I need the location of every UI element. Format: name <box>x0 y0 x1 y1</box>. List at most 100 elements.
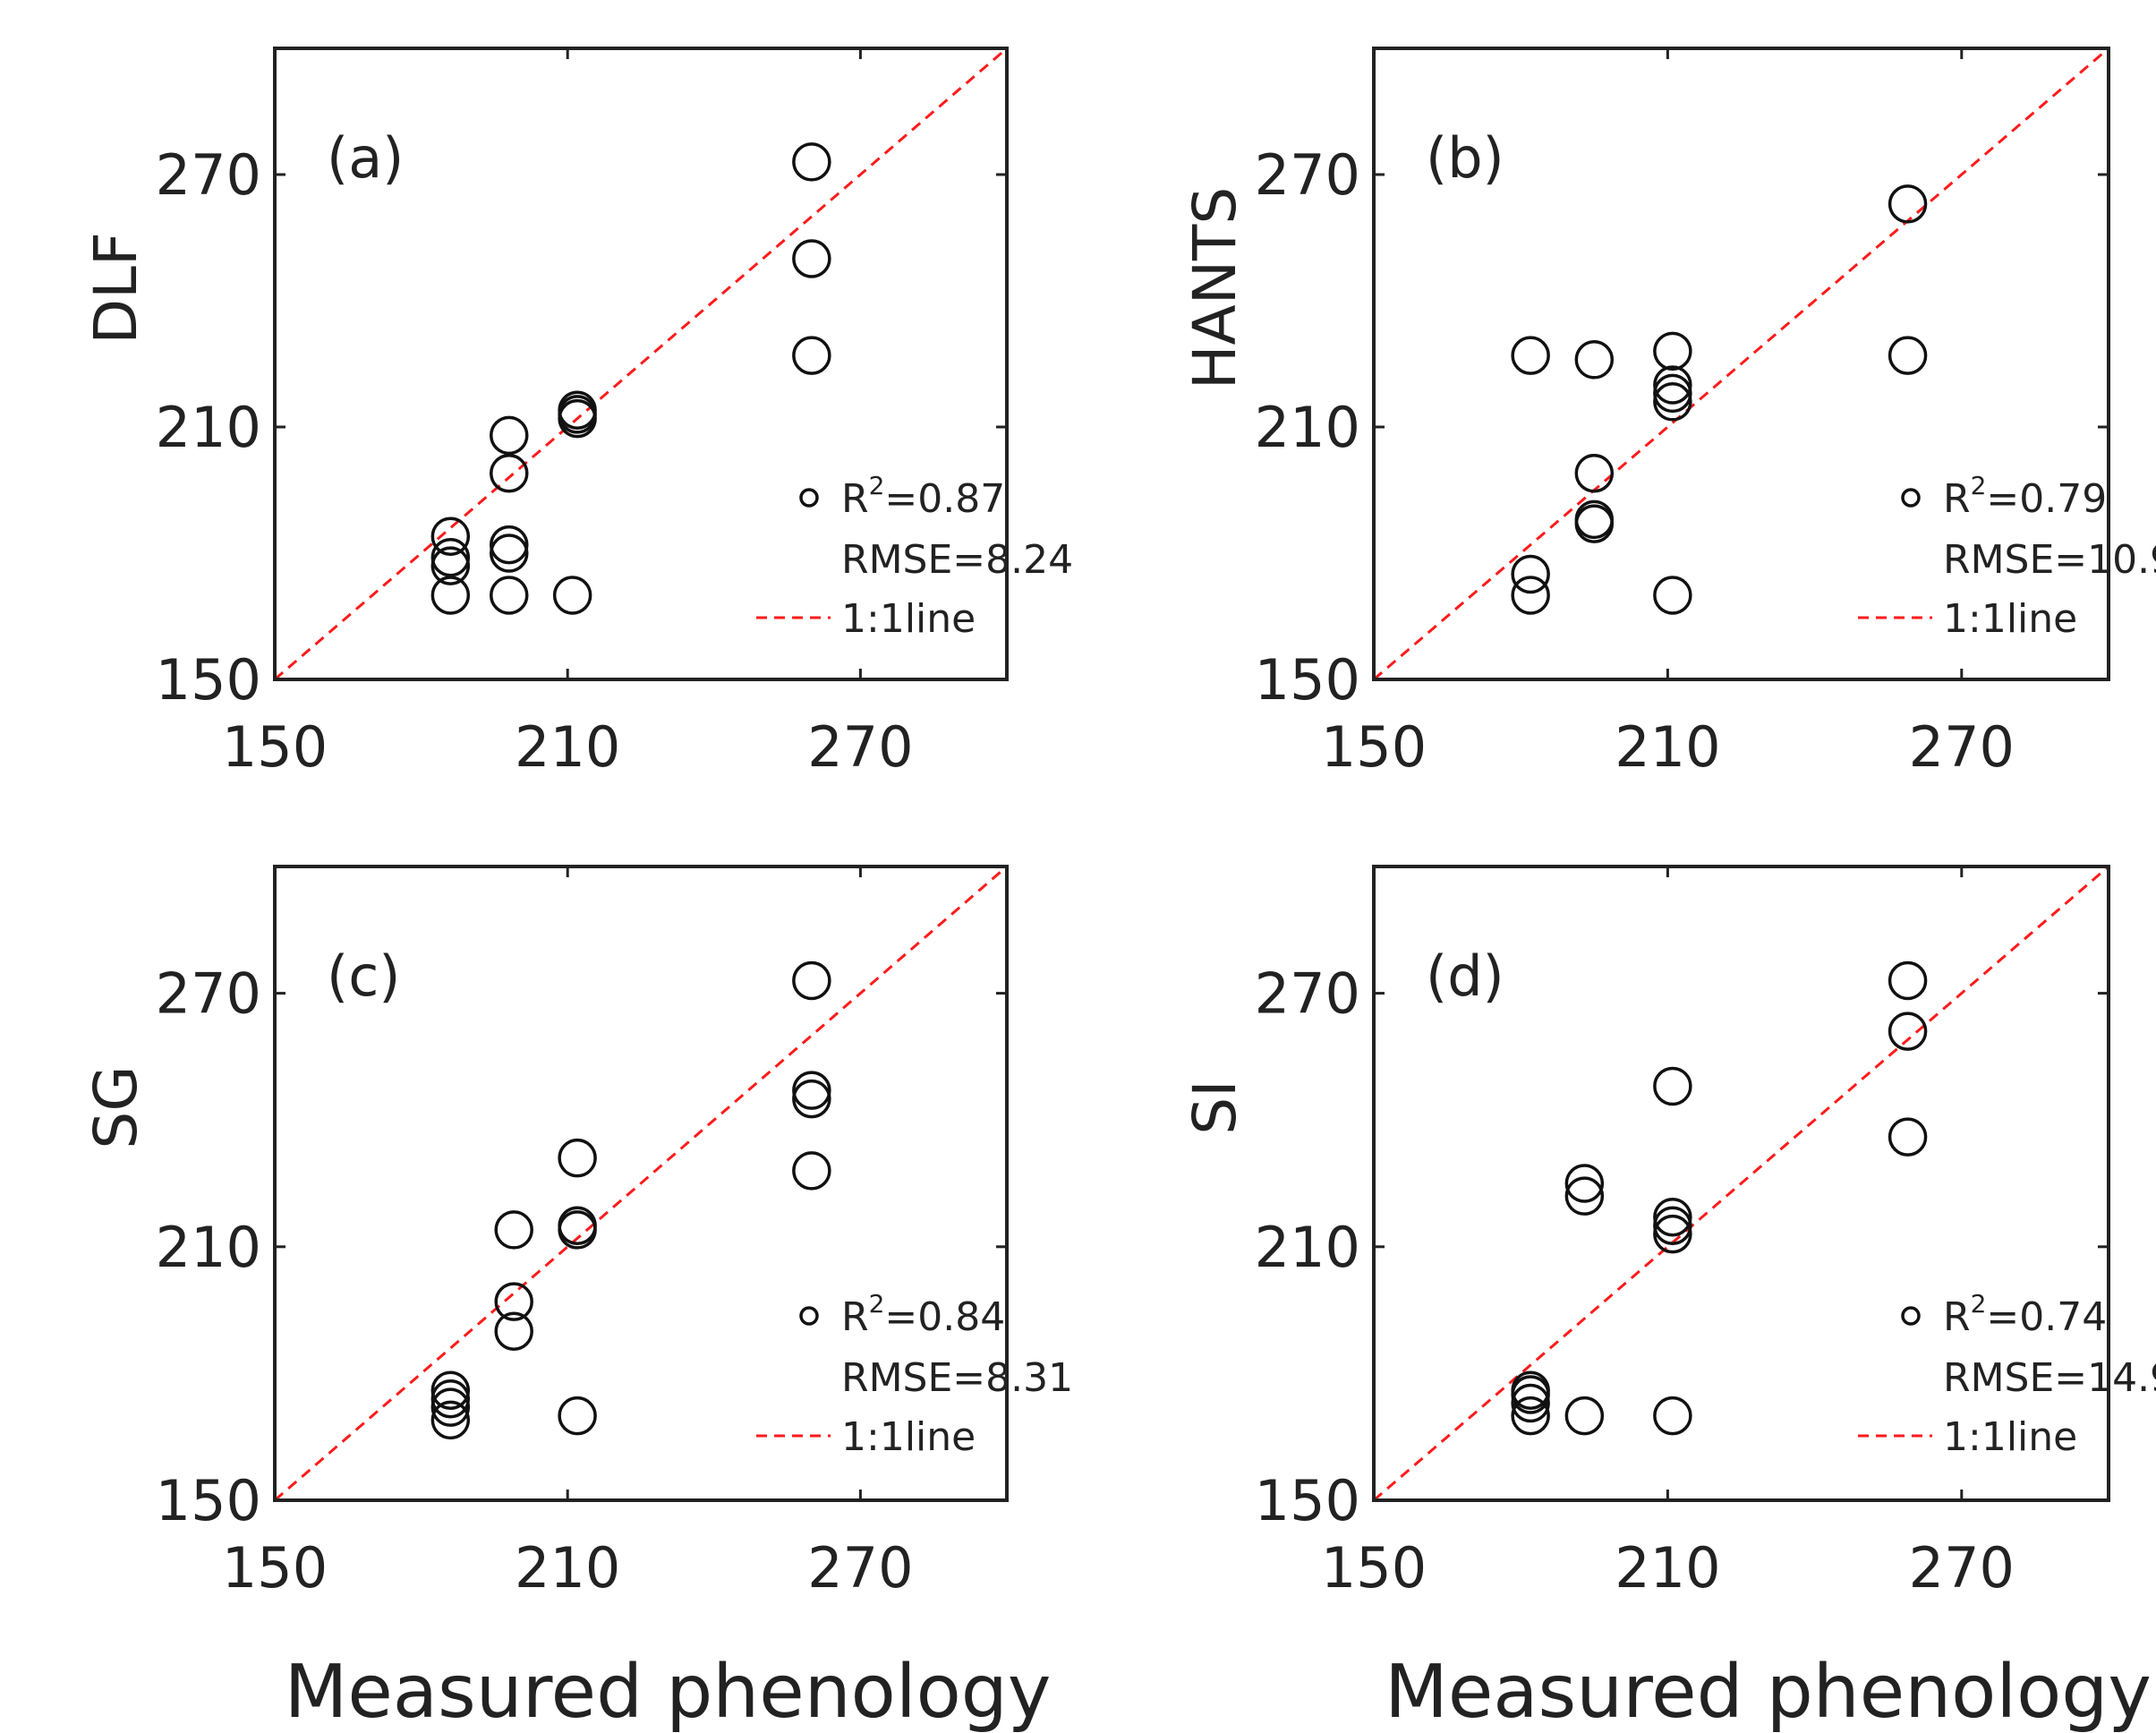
data-point <box>792 142 831 182</box>
x-tick-label: 270 <box>807 714 913 780</box>
data-point <box>1653 576 1692 615</box>
x-tick-label: 270 <box>807 1535 913 1601</box>
legend: R2=0.87 RMSE=8.24 1:1line <box>756 471 1073 642</box>
data-point <box>792 1071 831 1110</box>
data-point <box>1511 576 1550 615</box>
data-point <box>494 1282 533 1321</box>
x-tick-label: 150 <box>222 714 328 780</box>
one-to-one-line <box>275 866 1007 1500</box>
x-axis-label: Measured phenology <box>285 1650 1052 1733</box>
y-tick-label: 150 <box>156 1468 261 1533</box>
y-tick-label: 210 <box>1255 1215 1360 1280</box>
x-tick-label: 270 <box>1909 714 2015 780</box>
y-axis-label: HANTS <box>1180 187 1249 389</box>
data-point <box>1653 373 1692 414</box>
data-point <box>552 576 592 615</box>
x-tick-label: 210 <box>1615 714 1720 780</box>
data-point <box>1653 1206 1692 1245</box>
legend-line-label: 1:1line <box>1943 1414 2077 1460</box>
data-point <box>558 1206 597 1245</box>
plot-frame <box>1372 47 2110 681</box>
legend-r2: R2=0.87 <box>841 471 1005 522</box>
scatter-panel-1: 150 210 270 150 210 270 (b) HANTS R2=0.79 RMSE=10… <box>1180 47 2156 780</box>
data-point <box>494 1210 533 1250</box>
data-point <box>494 1311 533 1351</box>
plot-frame <box>273 865 1009 1502</box>
data-point <box>1511 336 1550 375</box>
x-tick-label: 150 <box>222 1535 328 1601</box>
data-point <box>1653 365 1692 405</box>
one-to-one-line <box>1374 48 2109 679</box>
data-point <box>1653 1198 1692 1237</box>
legend-marker <box>799 1306 819 1326</box>
legend-rmse: RMSE=8.24 <box>841 537 1073 583</box>
data-point <box>1653 1066 1692 1106</box>
one-to-one-line <box>1374 866 2109 1500</box>
x-axis-label: Measured phenology <box>1385 1650 2152 1733</box>
x-tick-label: 150 <box>1321 1535 1427 1601</box>
data-point <box>1653 1396 1692 1436</box>
data-point <box>430 1379 471 1419</box>
data-point <box>558 390 597 430</box>
data-point <box>1564 1176 1605 1216</box>
data-point <box>430 1370 471 1411</box>
y-tick-label: 150 <box>156 647 261 713</box>
data-point <box>1511 1383 1550 1423</box>
data-point <box>1653 382 1692 422</box>
scatter-panel-0: 150 210 270 150 210 270 (a) DLF R2=0.87 RMSE=8.24… <box>81 47 1073 780</box>
data-point <box>1888 960 1928 1001</box>
plot-frame <box>273 47 1009 681</box>
panel-label: (a) <box>327 125 404 191</box>
y-axis-label: SG <box>81 1066 150 1149</box>
y-tick-label: 210 <box>156 1215 261 1280</box>
data-point <box>1653 331 1692 371</box>
legend-rmse: RMSE=14.92 <box>1943 1355 2156 1401</box>
y-axis-label: SI <box>1180 1080 1249 1134</box>
data-point <box>1888 336 1928 375</box>
legend-r2: R2=0.74 <box>1943 1289 2107 1340</box>
plot-frame <box>1372 865 2110 1502</box>
data-point <box>1574 499 1615 540</box>
scatter-panel-2: 150 210 270 150 210 270 (c) SG Measured phenolog… <box>81 865 1073 1733</box>
legend-line-label: 1:1line <box>1943 596 2077 642</box>
data-point <box>1574 453 1615 493</box>
legend-r2: R2=0.84 <box>841 1289 1005 1340</box>
x-tick-label: 270 <box>1909 1535 2015 1601</box>
data-point <box>430 546 471 585</box>
data-point <box>792 239 831 278</box>
legend: R2=0.84 RMSE=8.31 1:1line <box>756 1289 1073 1460</box>
data-point <box>792 1079 831 1119</box>
y-tick-label: 270 <box>156 961 261 1027</box>
data-point <box>1574 340 1615 380</box>
legend: R2=0.74 RMSE=14.92 1:1line <box>1858 1289 2156 1460</box>
y-tick-label: 270 <box>1255 142 1360 208</box>
legend-marker <box>1901 1306 1921 1326</box>
data-point <box>430 1387 471 1427</box>
legend-r2: R2=0.79 <box>1943 471 2107 522</box>
x-tick-label: 210 <box>515 714 620 780</box>
data-point <box>792 1151 831 1191</box>
data-point <box>792 336 831 375</box>
data-point <box>490 453 529 493</box>
data-point <box>430 576 471 615</box>
data-point <box>1564 1164 1605 1203</box>
legend-rmse: RMSE=10.92 <box>1943 537 2156 583</box>
data-point <box>1511 1370 1550 1411</box>
y-tick-label: 270 <box>1255 961 1360 1027</box>
data-point <box>1511 1396 1550 1436</box>
panel-label: (b) <box>1426 125 1504 191</box>
y-tick-label: 150 <box>1255 1468 1360 1533</box>
x-tick-label: 150 <box>1321 714 1427 780</box>
panel-label: (d) <box>1426 943 1504 1009</box>
data-point <box>1888 1117 1928 1157</box>
legend-marker <box>1901 488 1921 508</box>
data-point <box>558 1396 597 1436</box>
data-point <box>1564 1396 1605 1436</box>
data-point <box>490 525 529 565</box>
legend-rmse: RMSE=8.31 <box>841 1355 1073 1401</box>
legend-line-label: 1:1line <box>841 1414 976 1460</box>
scatter-panel-3: 150 210 270 150 210 270 (d) SI Measured phenolog… <box>1180 865 2156 1733</box>
data-point <box>1888 1012 1928 1051</box>
data-point <box>792 960 831 1001</box>
